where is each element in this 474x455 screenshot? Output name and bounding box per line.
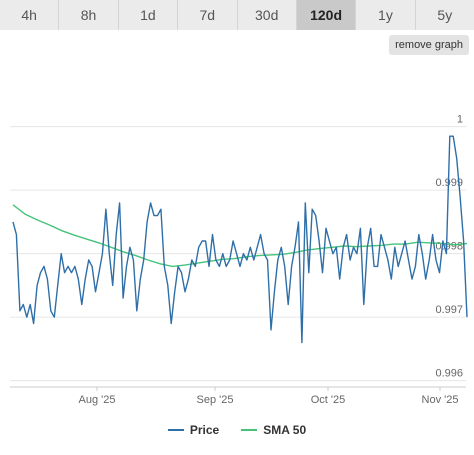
chart-legend: Price SMA 50 bbox=[0, 420, 474, 440]
timeframe-tabs: 4h 8h 1d 7d 30d 120d 1y 5y bbox=[0, 0, 474, 30]
x-tick-label: Nov '25 bbox=[422, 394, 459, 406]
y-tick-label: 0.998 bbox=[435, 241, 463, 253]
x-tick-label: Sep '25 bbox=[197, 394, 234, 406]
sma-line bbox=[12, 204, 468, 268]
legend-sma-label: SMA 50 bbox=[263, 423, 307, 437]
y-tick-label: 0.999 bbox=[435, 177, 463, 189]
tab-5y[interactable]: 5y bbox=[415, 0, 474, 30]
legend-item-sma[interactable]: SMA 50 bbox=[241, 423, 306, 437]
price-chart: 0.996 0.997 0.998 0.999 1 Aug '25 Sep '25 Oct '… bbox=[10, 114, 468, 406]
tab-120d[interactable]: 120d bbox=[296, 0, 357, 30]
x-tick-label: Aug '25 bbox=[79, 394, 116, 406]
remove-graph-button[interactable]: remove graph bbox=[389, 35, 469, 55]
tab-7d[interactable]: 7d bbox=[178, 0, 238, 30]
tab-30d[interactable]: 30d bbox=[237, 0, 297, 30]
y-tick-label: 1 bbox=[457, 114, 463, 126]
price-line bbox=[12, 135, 468, 344]
tab-8h[interactable]: 8h bbox=[59, 0, 119, 30]
y-tick-label: 0.997 bbox=[435, 304, 463, 316]
tab-1y[interactable]: 1y bbox=[356, 0, 416, 30]
tab-4h[interactable]: 4h bbox=[0, 0, 60, 30]
y-tick-label: 0.996 bbox=[435, 368, 463, 380]
price-swatch bbox=[167, 429, 184, 431]
tab-1d[interactable]: 1d bbox=[118, 0, 179, 30]
sma-swatch bbox=[241, 429, 258, 431]
legend-item-price[interactable]: Price bbox=[167, 423, 220, 437]
x-tick-label: Oct '25 bbox=[311, 394, 346, 406]
legend-price-label: Price bbox=[189, 423, 220, 437]
